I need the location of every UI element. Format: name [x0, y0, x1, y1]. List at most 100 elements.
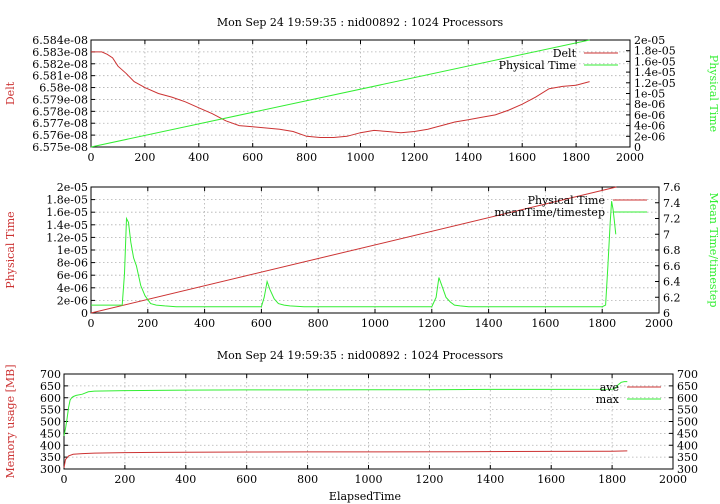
y2-axis-label: Mean Time/timestep [707, 193, 720, 308]
x-tick-label: 1400 [475, 317, 503, 330]
plot-frame [90, 39, 631, 148]
x-tick-label: 0 [88, 151, 95, 164]
x-tick-label: 200 [137, 317, 158, 330]
x-tick-label: 600 [236, 473, 257, 486]
y-axis-label: Physical Time [4, 211, 17, 288]
y2-tick-label: 700 [677, 368, 698, 381]
x-tick-label: 1200 [418, 317, 446, 330]
y2-tick-label: 400 [677, 439, 698, 452]
x-tick-label: 400 [188, 151, 209, 164]
y2-tick-label: 1.4e-05 [634, 66, 676, 79]
x-tick-label: 1000 [347, 151, 375, 164]
y-tick-label: 6.58e-08 [39, 82, 88, 95]
chart-title-bottom: Mon Sep 24 19:59:35 : nid00892 : 1024 Pr… [217, 349, 504, 362]
y-tick-label: 1.2e-05 [46, 231, 88, 244]
x-tick-label: 1400 [454, 151, 482, 164]
x-tick-label: 2000 [645, 317, 673, 330]
x-tick-label: 400 [175, 473, 196, 486]
y-tick-label: 6.578e-08 [32, 105, 88, 118]
y-tick-label: 6e-06 [57, 269, 88, 282]
y2-tick-label: 300 [677, 463, 698, 476]
y-axis-label: Delt [4, 81, 17, 105]
y-tick-label: 6.576e-08 [32, 129, 88, 142]
y2-tick-label: 650 [677, 380, 698, 393]
y2-tick-label: 6e-06 [634, 109, 665, 122]
x-tick-label: 2000 [616, 151, 644, 164]
x-axis-label: ElapsedTime [329, 490, 401, 503]
y2-tick-label: 6.2 [663, 291, 681, 304]
y2-tick-label: 1.2e-05 [634, 77, 676, 90]
x-tick-label: 600 [242, 151, 263, 164]
y2-tick-label: 500 [677, 416, 698, 429]
y2-tick-label: 7.4 [663, 197, 681, 210]
y2-tick-label: 1.6e-05 [634, 55, 676, 68]
y-tick-label: 2e-06 [57, 294, 88, 307]
legend-label: max [596, 393, 620, 406]
y-tick-label: 1.8e-05 [46, 194, 88, 207]
y-tick-label: 6.584e-08 [32, 34, 88, 47]
legend-label: Physical Time [499, 59, 576, 72]
y2-tick-label: 600 [677, 392, 698, 405]
x-tick-label: 200 [114, 473, 135, 486]
y-tick-label: 6.582e-08 [32, 58, 88, 71]
x-tick-label: 1000 [355, 473, 383, 486]
legend-label: meanTime/timestep [494, 206, 605, 219]
x-tick-label: 1800 [598, 473, 626, 486]
y-tick-label: 700 [40, 368, 61, 381]
x-tick-label: 0 [61, 473, 68, 486]
plot-frame [63, 373, 674, 470]
y-tick-label: 1.4e-05 [46, 219, 88, 232]
y2-axis-label: Physical Time [707, 55, 720, 132]
x-tick-label: 200 [134, 151, 155, 164]
y-axis-label: Memory usage [MB] [4, 364, 17, 478]
x-tick-label: 0 [88, 317, 95, 330]
x-tick-label: 1800 [562, 151, 590, 164]
y-tick-label: 0 [81, 307, 88, 320]
x-tick-label: 800 [308, 317, 329, 330]
y2-tick-label: 1e-05 [634, 88, 665, 101]
y-tick-label: 1e-05 [57, 244, 88, 257]
y-tick-label: 2e-05 [57, 181, 88, 194]
series-line-max [63, 381, 628, 436]
y-tick-label: 6.579e-08 [32, 93, 88, 106]
y2-tick-label: 6.6 [663, 260, 681, 273]
y-tick-label: 450 [40, 427, 61, 440]
y2-tick-label: 7.6 [663, 181, 681, 194]
y-tick-label: 6.575e-08 [32, 141, 88, 154]
y2-tick-label: 6.4 [663, 276, 681, 289]
x-tick-label: 600 [251, 317, 272, 330]
y-tick-label: 6.581e-08 [32, 70, 88, 83]
y2-tick-label: 550 [677, 404, 698, 417]
y2-tick-label: 2e-05 [634, 34, 665, 47]
chart-panel-3: 0 200 400 600 800 1000 1200 1400 1600 1800 2000300… [4, 364, 698, 486]
series-line-meantime-timestep [91, 201, 617, 308]
y2-tick-label: 6.8 [663, 244, 681, 257]
x-tick-label: 1600 [508, 151, 536, 164]
y-tick-label: 8e-06 [57, 257, 88, 270]
series-line-ave [63, 450, 628, 468]
legend-label: Physical Time [528, 194, 605, 207]
y2-tick-label: 1.8e-05 [634, 45, 676, 58]
x-tick-label: 1000 [361, 317, 389, 330]
y2-tick-label: 0 [634, 141, 641, 154]
x-tick-label: 400 [194, 317, 215, 330]
y2-tick-label: 2e-06 [634, 130, 665, 143]
y2-tick-label: 6 [663, 307, 670, 320]
y2-tick-label: 8e-06 [634, 98, 665, 111]
y-tick-label: 500 [40, 416, 61, 429]
plot-frame [90, 186, 660, 314]
x-tick-label: 2000 [659, 473, 687, 486]
x-tick-label: 1200 [415, 473, 443, 486]
y-tick-label: 650 [40, 380, 61, 393]
x-tick-label: 800 [296, 151, 317, 164]
y-tick-label: 4e-06 [57, 282, 88, 295]
y-tick-label: 600 [40, 392, 61, 405]
y-tick-label: 350 [40, 451, 61, 464]
chart-panel-1: 0 200 400 600 800 1000 1200 1400 1600 1800 2000 6.5… [4, 34, 720, 164]
y-tick-label: 6.583e-08 [32, 46, 88, 59]
y2-tick-label: 7 [663, 228, 670, 241]
y-tick-label: 1.6e-05 [46, 206, 88, 219]
x-tick-label: 1400 [476, 473, 504, 486]
y2-tick-label: 350 [677, 451, 698, 464]
